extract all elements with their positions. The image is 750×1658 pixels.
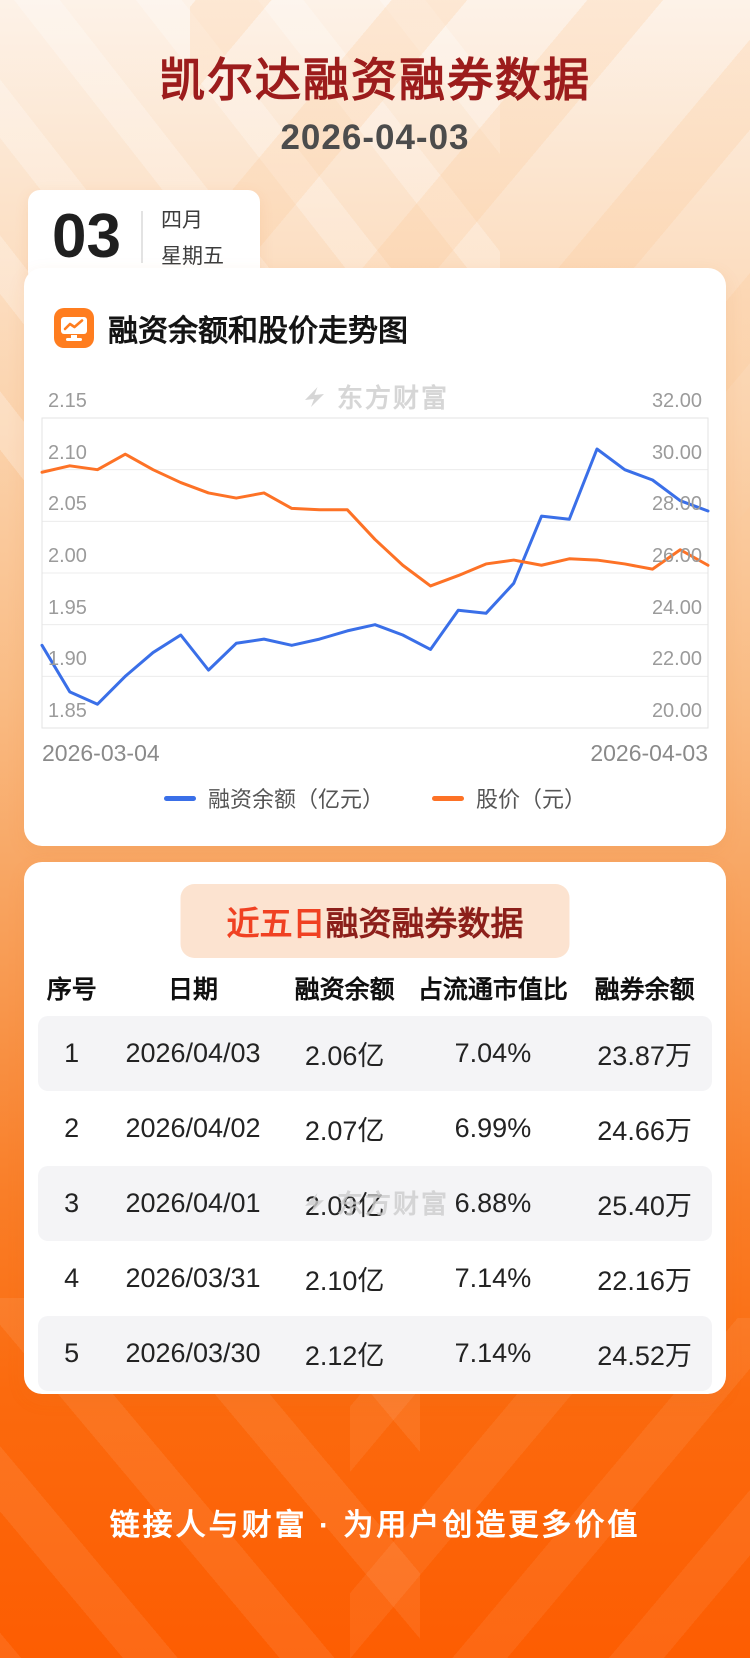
table-cell: 24.52万 — [597, 1341, 692, 1371]
table-cell: 1 — [64, 1038, 80, 1068]
y-axis-tick-right: 32.00 — [651, 390, 702, 412]
y-axis-tick-left: 1.90 — [48, 648, 87, 671]
table-header-cell: 日期 — [168, 976, 219, 1004]
table-cell: 2026/03/31 — [125, 1263, 261, 1293]
y-axis-tick-right: 26.00 — [651, 545, 702, 567]
table-cell: 23.87万 — [597, 1041, 692, 1071]
chart-card: 融资余额和股价走势图 东方财富 2.15 2.10 2.05 2.00 1.95 1.90… — [24, 268, 726, 846]
table-cell: 7.04% — [454, 1038, 532, 1068]
y-axis-tick-left: 2.10 — [48, 441, 87, 464]
legend-item: 股价（元） — [432, 782, 586, 814]
plot-frame — [42, 418, 708, 728]
line-chart-plot: 2.15 2.10 2.05 2.00 1.95 1.90 1.85 32.00 30.00 2… — [42, 390, 708, 728]
legend-label: 股价（元） — [476, 787, 587, 812]
table-cell: 2.07亿 — [304, 1116, 385, 1146]
y-axis-tick-right: 22.00 — [651, 648, 702, 671]
x-axis-label-end: 2026-04-03 — [590, 740, 708, 766]
table-cell: 4 — [64, 1263, 80, 1293]
page-title: 凯尔达融资融券数据 — [159, 54, 591, 106]
table-header-cell: 融资余额 — [294, 976, 395, 1004]
table-header-cell: 序号 — [46, 976, 97, 1004]
table-cell: 2.09亿 — [304, 1191, 385, 1221]
table-cell: 25.40万 — [597, 1191, 692, 1221]
legend-item: 融资余额（亿元） — [163, 782, 384, 814]
trend-chart-icon — [54, 308, 94, 348]
table-cell: 2026/04/01 — [125, 1188, 261, 1218]
legend-swatch — [432, 795, 464, 801]
chart-section-header: 融资余额和股价走势图 — [54, 306, 408, 350]
table-cell: 7.14% — [454, 1338, 532, 1368]
y-axis-tick-left: 1.95 — [48, 596, 87, 619]
date-weekday: 星期五 — [160, 245, 224, 268]
series-line-margin-balance — [42, 449, 708, 704]
table-section-title: 近五日融资融券数据 — [180, 884, 570, 958]
watermark-eastmoney: 东方财富 — [24, 378, 726, 415]
table-cell: 2.10亿 — [304, 1266, 385, 1296]
table-cell: 24.66万 — [597, 1116, 692, 1146]
y-axis-tick-right: 28.00 — [651, 493, 702, 516]
eastmoney-logo-icon — [301, 384, 327, 410]
table-cell: 2026/03/30 — [125, 1338, 261, 1368]
table-title-highlight: 近五日 — [226, 905, 326, 942]
y-axis-tick-left: 2.00 — [48, 545, 87, 567]
table-cell: 6.88% — [454, 1188, 532, 1218]
x-axis-label-start: 2026-03-04 — [42, 740, 160, 766]
table-header-cell: 占流通市值比 — [417, 976, 568, 1004]
series-line-stock-price — [42, 454, 708, 586]
line-chart-svg — [42, 418, 708, 728]
table-cell: 7.14% — [454, 1263, 532, 1293]
table-cell: 2 — [64, 1113, 80, 1143]
date-divider — [140, 211, 143, 263]
table-cell: 2.12亿 — [304, 1341, 385, 1371]
table-cell: 5 — [64, 1338, 80, 1368]
y-axis-tick-left: 2.05 — [48, 493, 87, 516]
table-cell: 3 — [64, 1188, 80, 1218]
x-axis: 2026-03-04 2026-04-03 — [42, 740, 708, 767]
table-cell: 22.16万 — [597, 1266, 692, 1296]
y-axis-tick-right: 30.00 — [651, 441, 702, 464]
table-card: 近五日融资融券数据 序号 日期 融资余额 占流通市值比 融券余额 1 2026/04/03 2… — [24, 862, 726, 1394]
chart-section-title: 融资余额和股价走势图 — [108, 315, 408, 348]
legend-swatch — [163, 795, 196, 801]
margin-data-table: 序号 日期 融资余额 占流通市值比 融券余额 1 2026/04/03 2.06亿 7.04% 2… — [38, 960, 712, 1391]
table-row: 4 2026/03/31 2.10亿 7.14% 22.16万 — [38, 1241, 712, 1316]
table-row: 5 2026/03/30 2.12亿 7.14% 24.52万 — [38, 1316, 712, 1391]
y-axis-tick-right: 20.00 — [651, 700, 702, 722]
y-axis-tick-left: 2.15 — [48, 390, 87, 412]
y-axis-tick-right: 24.00 — [651, 596, 702, 619]
table-header-cell: 融券余额 — [594, 976, 695, 1004]
legend-label: 融资余额（亿元） — [207, 787, 384, 812]
table-cell: 2026/04/03 — [125, 1038, 261, 1068]
table-title-rest: 融资融券数据 — [325, 905, 524, 942]
chart-legend: 融资余额（亿元） 股价（元） — [24, 782, 726, 814]
table-cell: 2.06亿 — [304, 1041, 385, 1071]
footer-slogan: 链接人与财富 · 为用户创造更多价值 — [109, 1509, 641, 1542]
table-row: 1 2026/04/03 2.06亿 7.04% 23.87万 — [38, 1016, 712, 1091]
table-row: 2 2026/04/02 2.07亿 6.99% 24.66万 — [38, 1091, 712, 1166]
table-header-row: 序号 日期 融资余额 占流通市值比 融券余额 — [38, 960, 712, 1016]
watermark-text: 东方财富 — [336, 383, 449, 413]
table-row: 3 2026/04/01 2.09亿 6.88% 25.40万 — [38, 1166, 712, 1241]
date-month-weekday: 四月 星期五 — [161, 204, 224, 270]
y-axis-tick-left: 1.85 — [48, 700, 87, 722]
table-cell: 2026/04/02 — [125, 1113, 261, 1143]
date-month: 四月 — [160, 209, 203, 232]
date-day: 03 — [52, 202, 121, 271]
page-date: 2026-04-03 — [280, 118, 470, 157]
table-cell: 6.99% — [454, 1113, 532, 1143]
